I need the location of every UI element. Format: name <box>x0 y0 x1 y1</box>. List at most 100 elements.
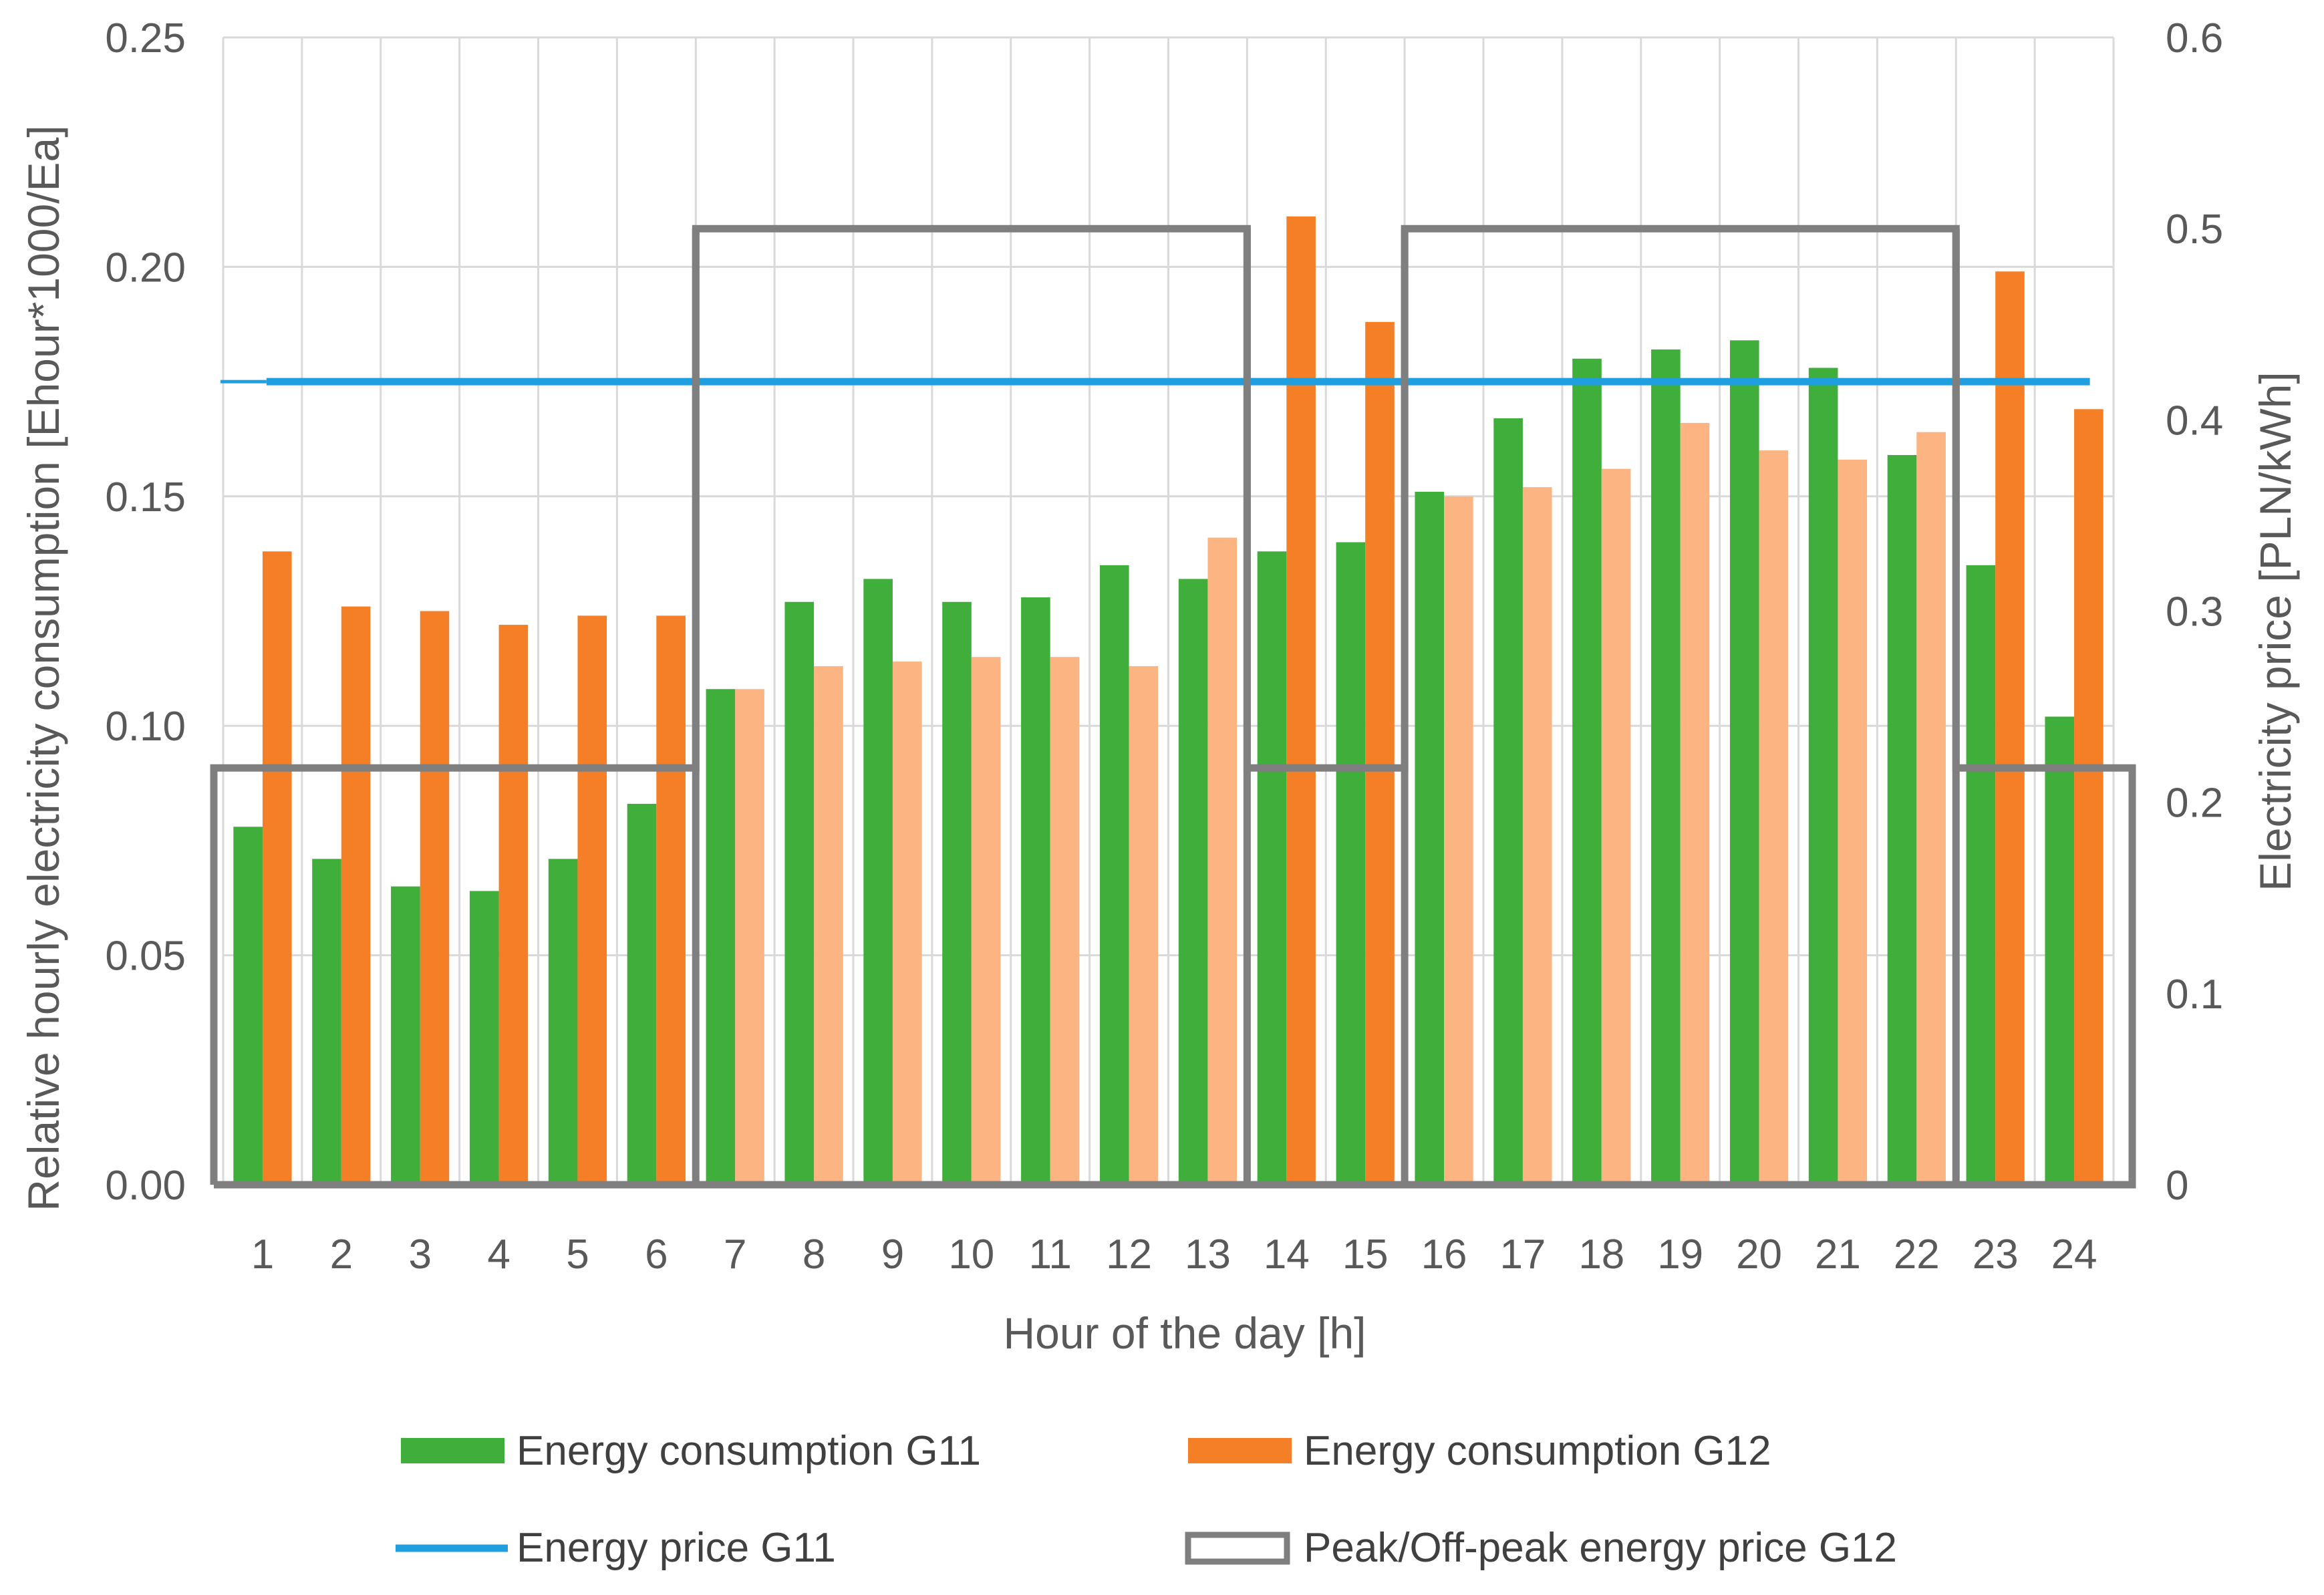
bar-g11-consumption <box>1099 565 1129 1185</box>
x-tick-label: 24 <box>2051 1231 2097 1278</box>
bar-g12-consumption <box>1522 487 1552 1185</box>
bar-g12-consumption <box>814 666 843 1185</box>
bar-g12-consumption <box>1286 216 1316 1185</box>
x-tick-label: 15 <box>1342 1231 1389 1278</box>
legend-swatch-g12-consumption <box>1188 1438 1292 1463</box>
x-tick-label: 9 <box>881 1231 904 1278</box>
y2-tick-label: 0.4 <box>2166 398 2223 444</box>
x-tick-label: 3 <box>408 1231 431 1278</box>
bar-g11-consumption <box>1808 368 1838 1185</box>
x-tick-label: 10 <box>948 1231 994 1278</box>
bar-g12-consumption <box>892 662 922 1185</box>
bar-g11-consumption <box>1493 418 1523 1185</box>
x-tick-label: 2 <box>330 1231 353 1278</box>
x-tick-label: 14 <box>1264 1231 1310 1278</box>
bar-g12-consumption <box>1207 537 1238 1185</box>
bar-g11-consumption <box>469 891 499 1185</box>
bar-g12-consumption <box>420 611 450 1185</box>
bar-g11-consumption <box>1415 491 1445 1185</box>
bar-g11-consumption <box>1336 542 1366 1185</box>
x-tick-label: 6 <box>645 1231 668 1278</box>
legend-label-g11-consumption: Energy consumption G11 <box>517 1428 981 1474</box>
bar-g12-consumption <box>1680 422 1710 1185</box>
x-tick-label: 20 <box>1736 1231 1782 1278</box>
bar-g11-consumption <box>784 601 815 1185</box>
x-tick-label: 19 <box>1657 1231 1703 1278</box>
bar-g12-consumption <box>1365 321 1395 1185</box>
bar-g11-consumption <box>548 859 578 1185</box>
bar-g12-consumption <box>1050 657 1080 1185</box>
bar-g12-consumption <box>971 657 1001 1185</box>
y-axis-title: Relative hourly electricity consumption … <box>19 125 68 1211</box>
bar-g12-consumption <box>1838 459 1868 1185</box>
x-tick-label: 4 <box>487 1231 510 1278</box>
bar-g12-consumption <box>262 551 292 1185</box>
x-tick-label: 11 <box>1029 1231 1072 1278</box>
bar-g12-consumption <box>1444 496 1473 1185</box>
bar-g12-consumption <box>577 615 607 1185</box>
bars <box>233 216 2103 1185</box>
x-tick-label: 21 <box>1815 1231 1861 1278</box>
bar-g11-consumption <box>2045 716 2075 1185</box>
bar-g12-consumption <box>341 606 371 1185</box>
bar-g11-consumption <box>1966 565 1996 1185</box>
x-tick-label: 22 <box>1894 1231 1940 1278</box>
y2-tick-label: 0.2 <box>2166 780 2223 827</box>
bar-g11-consumption <box>1178 579 1208 1185</box>
x-tick-label: 23 <box>1973 1231 2019 1278</box>
bar-g11-consumption <box>1257 551 1287 1185</box>
y2-tick-label: 0 <box>2166 1163 2188 1209</box>
legend-swatch-g12-price <box>1185 1532 1290 1565</box>
x-tick-label: 13 <box>1185 1231 1231 1278</box>
x-tick-label: 8 <box>803 1231 825 1278</box>
legend-label-g12-price: Peak/Off-peak energy price G12 <box>1304 1525 1897 1571</box>
legend-label-g12-consumption: Energy consumption G12 <box>1304 1428 1771 1474</box>
y2-tick-label: 0.1 <box>2166 972 2223 1018</box>
bar-g11-consumption <box>1887 454 1917 1185</box>
legend: Energy consumption G11 Energy consumptio… <box>396 1428 1897 1571</box>
bar-g12-consumption <box>656 615 686 1185</box>
y-tick-label: 0.05 <box>105 933 186 980</box>
y-tick-label: 0.25 <box>105 15 186 61</box>
bar-g11-consumption <box>627 803 657 1185</box>
bar-g12-consumption <box>1759 450 1789 1185</box>
x-axis-title: Hour of the day [h] <box>1004 1308 1366 1358</box>
y-tick-label: 0.15 <box>105 474 186 521</box>
bar-g11-consumption <box>1729 340 1759 1185</box>
tick-labels: 0.00 0.05 0.10 0.15 0.20 0.25 0 0.1 0.2 0.3 0.4 0.5… <box>105 15 2223 1278</box>
legend-swatch-g11-consumption <box>401 1438 504 1463</box>
bar-g12-consumption <box>735 689 764 1185</box>
x-tick-label: 17 <box>1499 1231 1546 1278</box>
y2-tick-label: 0.5 <box>2166 206 2223 253</box>
y2-tick-label: 0.6 <box>2166 15 2223 61</box>
bar-g12-consumption <box>1916 432 1946 1185</box>
legend-label-g11-price: Energy price G11 <box>517 1525 836 1571</box>
bar-g11-consumption <box>863 579 893 1185</box>
bar-g12-consumption <box>2074 409 2103 1185</box>
y-tick-label: 0.20 <box>105 245 186 291</box>
bar-g11-consumption <box>1651 349 1681 1185</box>
bar-g11-consumption <box>1021 597 1050 1185</box>
x-tick-label: 7 <box>724 1231 746 1278</box>
x-tick-label: 12 <box>1106 1231 1152 1278</box>
x-tick-label: 16 <box>1421 1231 1467 1278</box>
x-tick-label: 1 <box>251 1231 274 1278</box>
bar-g11-consumption <box>233 827 263 1185</box>
y-tick-label: 0.00 <box>105 1163 186 1209</box>
bar-g12-consumption <box>1995 271 2025 1185</box>
bar-g11-consumption <box>1572 358 1602 1185</box>
bar-g11-consumption <box>312 859 341 1185</box>
bar-g11-consumption <box>942 601 972 1185</box>
bar-g12-consumption <box>1601 468 1631 1185</box>
x-tick-label: 5 <box>566 1231 589 1278</box>
y-tick-label: 0.10 <box>105 704 186 750</box>
x-tick-label: 18 <box>1578 1231 1624 1278</box>
bar-g12-consumption <box>1129 666 1159 1185</box>
bar-g12-consumption <box>498 625 529 1185</box>
bar-g11-consumption <box>706 689 736 1185</box>
y2-axis-title: Electricity price [PLN/kWh] <box>2250 372 2300 891</box>
bar-g11-consumption <box>391 886 420 1185</box>
y2-tick-label: 0.3 <box>2166 589 2223 635</box>
price-lines <box>210 225 2136 1189</box>
